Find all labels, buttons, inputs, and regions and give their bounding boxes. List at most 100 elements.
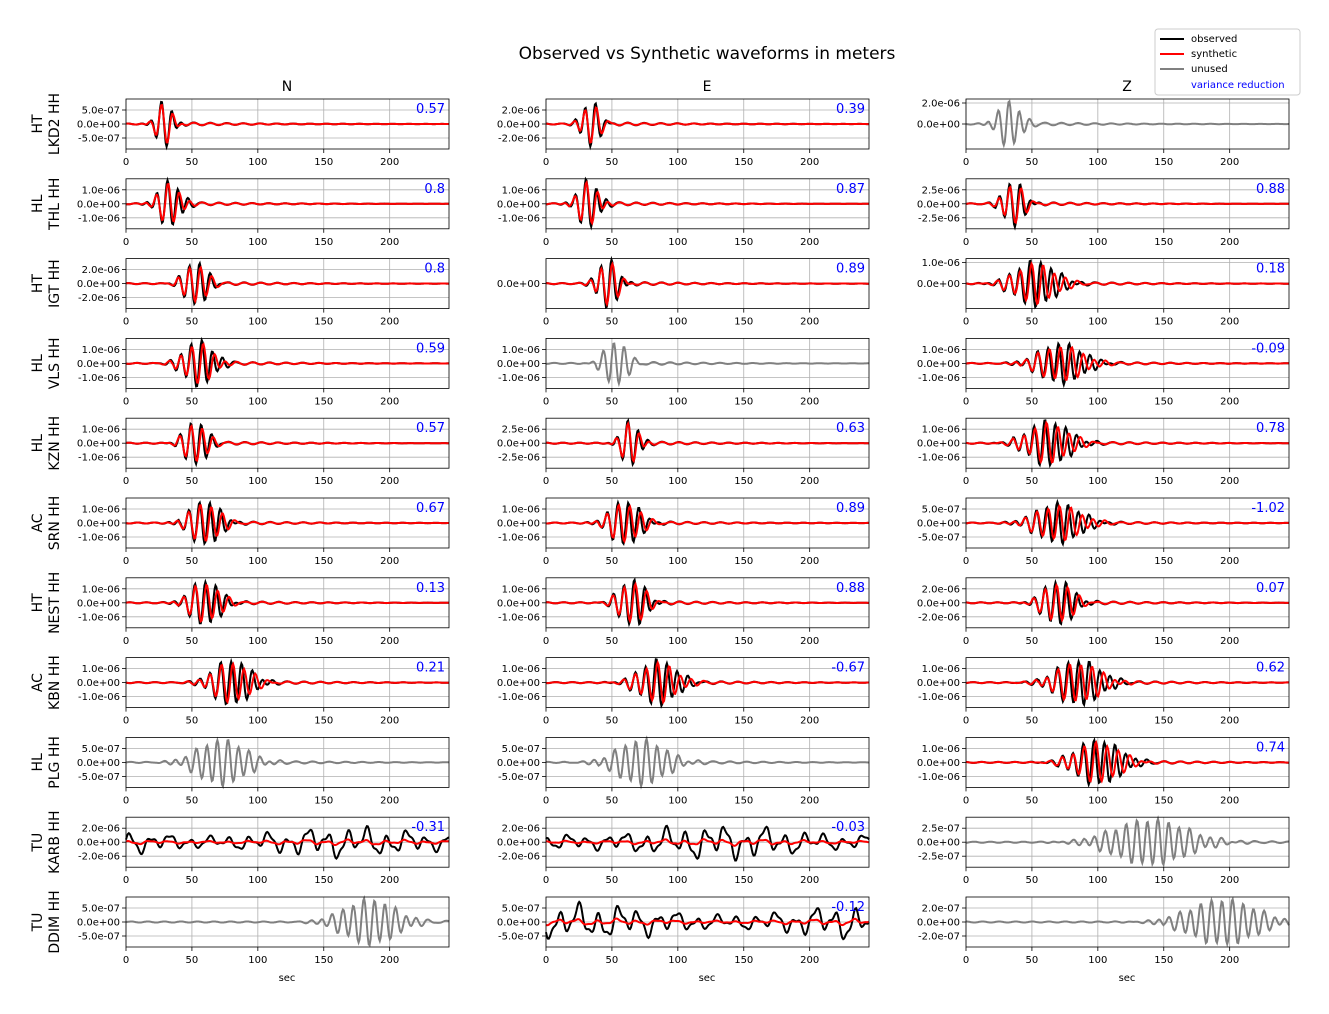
x-tick-label: 200 — [1220, 396, 1239, 407]
y-tick-label: -5.0e-07 — [78, 932, 120, 943]
y-tick-label: -1.0e-06 — [78, 533, 120, 544]
x-tick-label: 50 — [606, 396, 619, 407]
variance-reduction-label: 0.8 — [424, 262, 445, 277]
x-axis-label-n: sec — [279, 973, 296, 984]
panel-frame — [545, 178, 870, 230]
y-tick-label: 2.0e-06 — [922, 99, 960, 110]
legend-label-synthetic: synthetic — [1191, 49, 1237, 60]
x-tick-label: 200 — [380, 716, 399, 727]
observed-trace — [545, 900, 870, 941]
y-tick-label: 2.0e-06 — [922, 584, 960, 595]
y-tick-label: 1.0e-06 — [502, 505, 540, 516]
x-tick-label: 0 — [123, 636, 129, 647]
synthetic-trace — [965, 261, 1290, 306]
synthetic-trace — [545, 917, 870, 927]
panel: 5.0e-07 0.0e+00 -5.0e-07 0 50 100 150 200 — [77, 895, 450, 966]
panel: 5.0e-07 0.0e+00 -5.0e-07 0 50 100 150 200 0.57 — [77, 98, 450, 168]
x-tick-label: 200 — [1220, 716, 1239, 727]
station-network: TU — [30, 833, 46, 853]
x-tick-label: 150 — [314, 157, 333, 168]
variance-reduction-label: -0.09 — [1251, 341, 1285, 356]
y-tick-label: 0.0e+00 — [917, 199, 960, 210]
y-tick-label: 0.0e+00 — [917, 519, 960, 530]
x-tick-label: 0 — [543, 237, 549, 248]
x-tick-label: 50 — [606, 955, 619, 966]
x-axis-label-z: sec — [1119, 973, 1136, 984]
panel-frame — [125, 178, 450, 230]
x-tick-label: 50 — [606, 636, 619, 647]
x-tick-label: 200 — [800, 875, 819, 886]
y-tick-label: 0.0e+00 — [77, 598, 120, 609]
panel: 1.0e-06 0.0e+00 -1.0e-06 0 50 100 150 200 0.8 — [77, 176, 450, 248]
panel-frame — [125, 737, 450, 788]
panel: 2.0e-06 0.0e+00 -2.0e-06 0 50 100 150 200 0.39 — [497, 98, 870, 168]
synthetic-trace — [545, 502, 869, 544]
variance-reduction-label: 0.62 — [1256, 661, 1285, 676]
y-tick-label: 0.0e+00 — [917, 918, 960, 929]
x-tick-label: 50 — [606, 157, 619, 168]
variance-reduction-label: 0.21 — [416, 661, 445, 676]
station-name: KBN HH — [47, 655, 63, 710]
station-name: NEST HH — [47, 572, 63, 634]
y-tick-label: -2.0e-06 — [78, 293, 120, 304]
y-tick-label: 1.0e-06 — [502, 185, 540, 196]
variance-reduction-label: 0.39 — [836, 102, 865, 117]
station-row-4: HL KZN HH 1.0e-060.0e+00-1.0e-060 50 100 150 2… — [30, 416, 1290, 487]
x-tick-label: 0 — [963, 556, 969, 567]
x-tick-label: 100 — [248, 157, 267, 168]
y-tick-label: -1.0e-06 — [918, 692, 960, 703]
station-network: HL — [30, 753, 46, 772]
panel-frame — [125, 816, 450, 868]
panel: 1.0e-06 0.0e+00 -1.0e-06 0 50 100 150 200 0.57 — [77, 417, 450, 487]
panel-frame — [545, 577, 870, 629]
x-tick-label: 150 — [1154, 636, 1173, 647]
x-tick-label: 0 — [543, 317, 549, 328]
x-tick-label: 100 — [668, 716, 687, 727]
panel-frame — [125, 657, 450, 708]
y-tick-label: 0.0e+00 — [497, 439, 540, 450]
panel-frame — [125, 896, 450, 948]
x-tick-label: 0 — [543, 396, 549, 407]
synthetic-trace — [125, 838, 450, 846]
x-tick-label: 0 — [123, 157, 129, 168]
panel: 2.0e-07 0.0e+00 -2.0e-07 0 50 100 150 200 — [917, 896, 1290, 966]
column-title-e: E — [703, 79, 712, 95]
x-tick-label: 150 — [314, 875, 333, 886]
panel: 1.0e-06 0.0e+00 -1.0e-06 0 50 100 150 200 — [497, 337, 870, 407]
y-tick-label: 0.0e+00 — [917, 678, 960, 689]
x-tick-label: 100 — [1088, 955, 1107, 966]
y-tick-label: -1.0e-06 — [78, 213, 120, 224]
y-tick-label: 2.0e-06 — [502, 106, 540, 117]
unused-trace — [545, 735, 869, 790]
x-tick-label: 200 — [800, 476, 819, 487]
x-tick-label: 100 — [1088, 556, 1107, 567]
legend-label-variance-reduction: variance reduction — [1191, 80, 1285, 91]
y-tick-label: 5.0e-07 — [502, 744, 540, 755]
synthetic-trace — [966, 740, 1289, 784]
x-tick-label: 150 — [734, 955, 753, 966]
x-tick-label: 0 — [543, 955, 549, 966]
y-tick-label: -2.5e-06 — [498, 453, 540, 464]
panel: 5.0e-07 0.0e+00 -5.0e-07 0 50 100 150 200 — [497, 735, 870, 806]
panel: 1.0e-06 0.0e+00 -1.0e-06 0 50 100 150 200 0.74 — [917, 737, 1290, 806]
y-tick-label: 0.0e+00 — [77, 359, 120, 370]
y-tick-label: 1.0e-06 — [82, 185, 120, 196]
panel-frame — [545, 816, 870, 868]
x-tick-label: 50 — [1026, 157, 1039, 168]
panel-frame — [965, 497, 1290, 549]
panel: 2.5e-06 0.0e+00 -2.5e-06 0 50 100 150 200 0.88 — [917, 178, 1290, 248]
x-tick-label: 0 — [963, 317, 969, 328]
y-tick-label: -5.0e-07 — [918, 533, 960, 544]
synthetic-trace — [965, 345, 1289, 381]
panel: 2.0e-06 0.0e+00 -2.0e-06 0 50 100 150 200 0.07 — [917, 577, 1290, 647]
x-tick-label: 100 — [248, 396, 267, 407]
x-tick-label: 0 — [123, 476, 129, 487]
panel: 2.5e-07 0.0e+00 -2.5e-07 0 50 100 150 200 — [917, 815, 1290, 886]
y-tick-label: 1.0e-06 — [922, 425, 960, 436]
panel-frame — [545, 657, 870, 708]
x-tick-label: 100 — [1088, 795, 1107, 806]
x-tick-label: 200 — [380, 795, 399, 806]
x-tick-label: 100 — [1088, 476, 1107, 487]
y-tick-label: 1.0e-06 — [82, 425, 120, 436]
panel: 1.0e-06 0.0e+00 -1.0e-06 0 50 100 150 200 0.13 — [77, 577, 450, 647]
